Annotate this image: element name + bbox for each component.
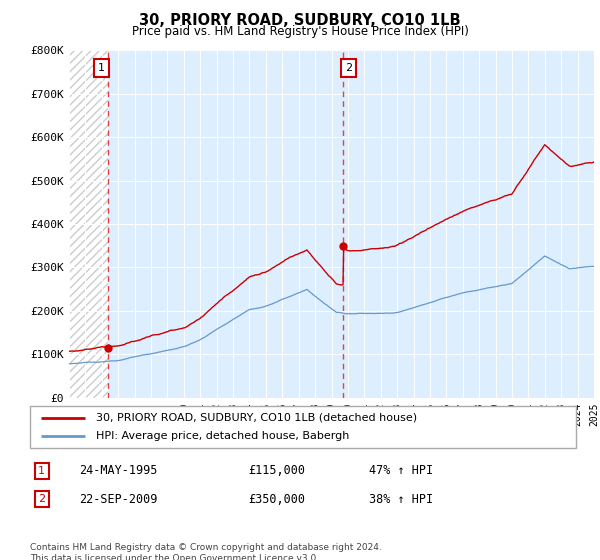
Text: 30, PRIORY ROAD, SUDBURY, CO10 1LB (detached house): 30, PRIORY ROAD, SUDBURY, CO10 1LB (deta… (95, 413, 416, 423)
Text: 38% ↑ HPI: 38% ↑ HPI (368, 493, 433, 506)
Text: £115,000: £115,000 (248, 464, 305, 477)
Bar (108, 50, 594, 398)
FancyBboxPatch shape (30, 406, 576, 448)
Text: 1: 1 (38, 466, 45, 476)
Polygon shape (69, 50, 108, 398)
Text: 2: 2 (38, 494, 46, 504)
Text: Contains HM Land Registry data © Crown copyright and database right 2024.
This d: Contains HM Land Registry data © Crown c… (30, 543, 382, 560)
Text: 2: 2 (344, 63, 352, 73)
Text: 22-SEP-2009: 22-SEP-2009 (79, 493, 158, 506)
Text: 47% ↑ HPI: 47% ↑ HPI (368, 464, 433, 477)
Text: 30, PRIORY ROAD, SUDBURY, CO10 1LB: 30, PRIORY ROAD, SUDBURY, CO10 1LB (139, 13, 461, 28)
Text: Price paid vs. HM Land Registry's House Price Index (HPI): Price paid vs. HM Land Registry's House … (131, 25, 469, 38)
Text: £350,000: £350,000 (248, 493, 305, 506)
Text: HPI: Average price, detached house, Babergh: HPI: Average price, detached house, Babe… (95, 431, 349, 441)
Text: 24-MAY-1995: 24-MAY-1995 (79, 464, 158, 477)
Text: 1: 1 (98, 63, 105, 73)
